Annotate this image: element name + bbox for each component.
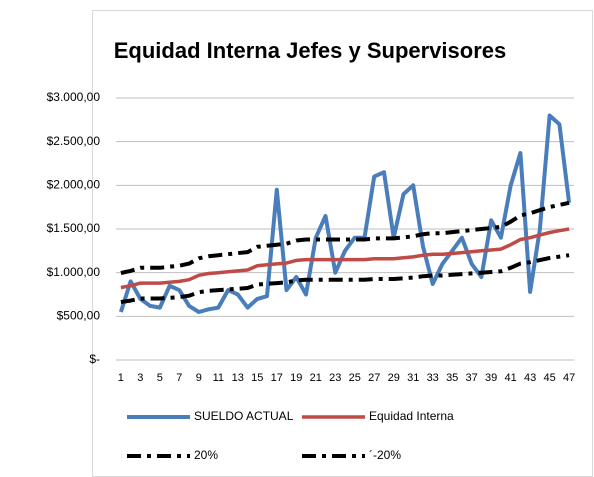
x-tick-label: 25 (349, 372, 361, 384)
x-tick-label: 13 (232, 372, 244, 384)
x-tick-label: 7 (176, 372, 182, 384)
y-tick-label: $- (89, 352, 100, 366)
y-tick-label: $2.000,00 (47, 178, 101, 192)
series-line (120, 227, 570, 290)
y-tick-label: $1.000,00 (47, 265, 101, 279)
x-tick-label: 5 (157, 372, 163, 384)
x-tick-label: 17 (271, 372, 283, 384)
y-tick-label: $3.000,00 (47, 90, 101, 104)
series-line (118, 113, 572, 314)
chart-frame (92, 10, 593, 477)
legend-label: 20% (194, 448, 218, 462)
x-tick-label: 1 (118, 372, 124, 384)
x-tick-label: 27 (368, 372, 380, 384)
legend-label: ´-20% (369, 448, 401, 462)
x-tick-label: 45 (544, 372, 556, 384)
x-tick-label: 19 (290, 372, 302, 384)
x-tick-label: 3 (137, 372, 143, 384)
y-tick-label: $1.500,00 (47, 221, 101, 235)
x-tick-label: 37 (466, 372, 478, 384)
x-tick-label: 9 (196, 372, 202, 384)
x-tick-label: 31 (407, 372, 419, 384)
chart-title: Equidad Interna Jefes y Supervisores (114, 38, 506, 63)
x-tick-label: 23 (329, 372, 341, 384)
x-tick-label: 41 (505, 372, 517, 384)
y-tick-label: $2.500,00 (47, 134, 101, 148)
x-tick-label: 29 (388, 372, 400, 384)
x-tick-label: 43 (524, 372, 536, 384)
x-tick-label: 47 (563, 372, 575, 384)
x-tick-label: 33 (427, 372, 439, 384)
x-tick-label: 15 (251, 372, 263, 384)
legend-label: Equidad Interna (369, 409, 454, 423)
legend-label: SUELDO ACTUAL (194, 409, 294, 423)
y-tick-label: $500,00 (57, 309, 101, 323)
x-tick-label: 35 (446, 372, 458, 384)
x-tick-label: 21 (310, 372, 322, 384)
x-tick-label: 11 (213, 372, 224, 384)
x-tick-label: 39 (485, 372, 497, 384)
